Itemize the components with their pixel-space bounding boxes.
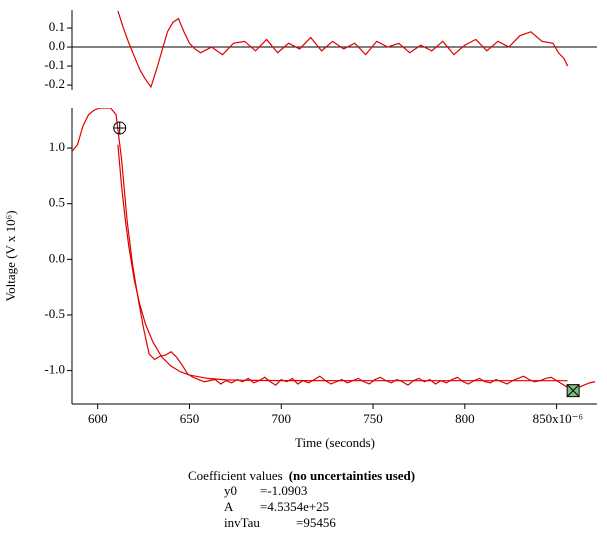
data-line [72,108,596,391]
y-tick-label: 0.5 [49,195,65,210]
coef-note: (no uncertainties used) [289,468,415,483]
y-tick-label: 1.0 [49,139,65,154]
x-axis-label: Time (seconds) [295,435,375,450]
coef-name: y0 [224,483,237,498]
coef-value: =95456 [296,515,336,530]
x-tick-label: 650 [180,411,200,426]
coef-name: A [224,499,234,514]
y-tick-label: -0.5 [44,306,65,321]
coef-title-text: Coefficient values [188,468,283,483]
y-tick-label: -0.1 [44,57,65,72]
y-tick-label: 0.0 [49,38,65,53]
cursor-a-cross [113,122,126,135]
x-tick-label: 700 [272,411,292,426]
y-tick-label: -0.2 [44,76,65,91]
coef-value: =-1.0903 [260,483,307,498]
x-tick-label: 850x10⁻⁶ [533,411,583,426]
data-line [117,10,569,89]
data-line [117,144,568,382]
y-tick-label: 0.0 [49,250,65,265]
plot-area [72,10,597,89]
plot-area [72,108,596,391]
y-tick-label: 0.1 [49,19,65,34]
coef-title: Coefficient values (no uncertainties used… [188,468,415,483]
x-tick-label: 600 [88,411,108,426]
x-tick-label: 800 [455,411,475,426]
coef-value: =4.5354e+25 [260,499,329,514]
y-axis-label: Voltage (V x 10⁶) [3,210,18,301]
coef-name: invTau [224,515,260,530]
x-tick-label: 750 [363,411,383,426]
y-tick-label: -1.0 [44,362,65,377]
cursor-b-cross [566,384,580,398]
